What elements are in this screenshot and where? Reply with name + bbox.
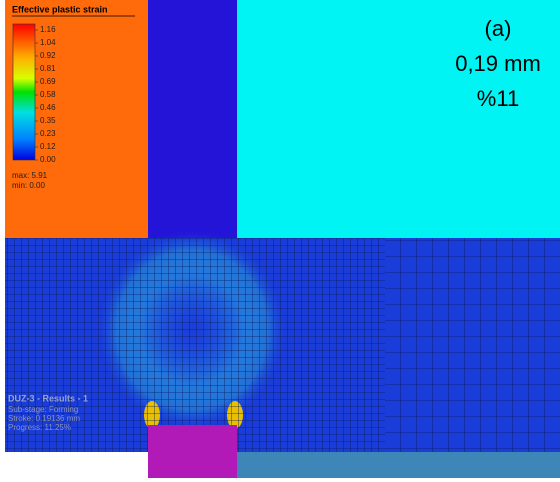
legend-label: 1.16 bbox=[40, 25, 56, 34]
counter-punch bbox=[148, 425, 237, 478]
legend-label: 0.92 bbox=[40, 51, 56, 60]
lower-die bbox=[237, 452, 560, 478]
annotation-line: %11 bbox=[477, 86, 519, 111]
status-title: DUZ-3 - Results - 1 bbox=[8, 393, 88, 403]
annotation-line: 0,19 mm bbox=[455, 51, 541, 76]
annotation-line: (a) bbox=[485, 16, 512, 41]
coarse-mesh bbox=[385, 238, 560, 452]
legend-min: min: 0.00 bbox=[12, 181, 45, 190]
status-line: Sub-stage: Forming bbox=[8, 405, 78, 414]
legend-title: Effective plastic strain bbox=[12, 4, 108, 14]
legend-label: 0.58 bbox=[40, 90, 56, 99]
legend-label: 0.81 bbox=[40, 64, 56, 73]
legend-label: 0.46 bbox=[40, 103, 56, 112]
status-line: Progress: 11.25% bbox=[8, 423, 71, 432]
punch bbox=[148, 0, 237, 238]
legend-label: 0.12 bbox=[40, 142, 56, 151]
legend-max: max: 5.91 bbox=[12, 171, 48, 180]
legend-label: 0.23 bbox=[40, 129, 56, 138]
status-line: Stroke: 0.19136 mm bbox=[8, 414, 80, 423]
color-bar bbox=[13, 24, 35, 160]
legend-label: 0.35 bbox=[40, 116, 56, 125]
simulation-view: Effective plastic strain 1.16 1.04 0.92 0.8… bbox=[0, 0, 560, 482]
legend-label: 0.00 bbox=[40, 155, 56, 164]
legend-label: 0.69 bbox=[40, 77, 56, 86]
right-die bbox=[237, 0, 560, 238]
legend-label: 1.04 bbox=[40, 38, 56, 47]
